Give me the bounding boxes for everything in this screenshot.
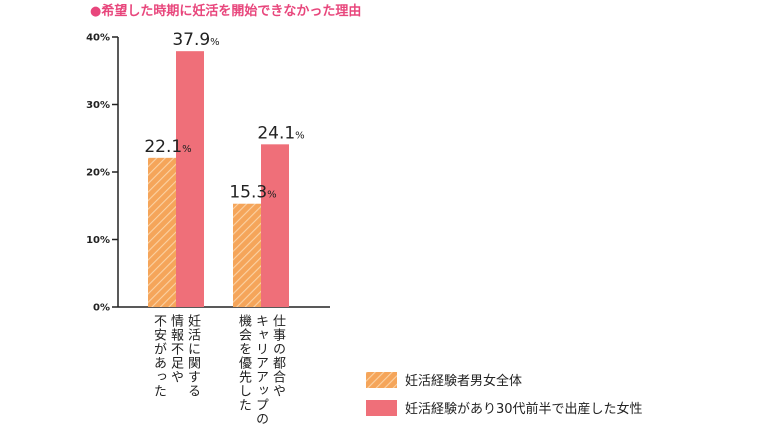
x-tick-label: 仕事の都合や キャリアアップの 機会を優先した: [236, 314, 285, 426]
legend-swatch-solid: [366, 399, 397, 416]
legend-label-women-30s: 妊活経験があり30代前半で出産した女性: [405, 402, 643, 417]
bar: [233, 203, 261, 307]
chart-title: ●希望した時期に妊活を開始できなかった理由: [90, 4, 362, 19]
legend-item-women-30s: 妊活経験があり30代前半で出産した女性: [366, 398, 643, 417]
data-label: 37.9%: [172, 30, 219, 50]
bar: [148, 157, 176, 307]
bar: [261, 144, 289, 307]
data-label: 24.1%: [257, 123, 304, 143]
bar: [176, 51, 204, 307]
legend-swatch-hatched: [366, 371, 397, 388]
x-tick-label: 妊活に関する 情報不足や 不安があった: [151, 314, 200, 398]
y-tick-label: 30%: [86, 100, 110, 111]
legend-item-overall: 妊活経験者男女全体: [366, 370, 522, 389]
y-tick-label: 10%: [86, 235, 110, 246]
y-tick-label: 20%: [86, 168, 110, 179]
data-label: 15.3%: [229, 183, 276, 203]
legend-label-overall: 妊活経験者男女全体: [405, 374, 523, 389]
y-tick-label: 40%: [86, 33, 110, 44]
data-label: 22.1%: [144, 137, 191, 157]
y-tick-label: 0%: [93, 303, 110, 314]
